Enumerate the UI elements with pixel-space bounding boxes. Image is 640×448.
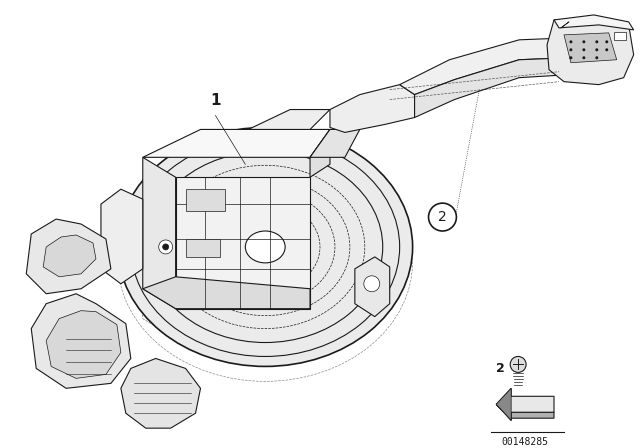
Circle shape: [582, 40, 586, 43]
Polygon shape: [143, 277, 310, 309]
Text: 00148285: 00148285: [502, 437, 548, 447]
Circle shape: [582, 48, 586, 51]
Polygon shape: [330, 85, 415, 133]
Polygon shape: [310, 129, 360, 157]
Polygon shape: [31, 294, 131, 388]
Polygon shape: [101, 189, 143, 284]
Polygon shape: [310, 129, 330, 177]
Polygon shape: [46, 310, 121, 379]
Polygon shape: [143, 157, 175, 309]
Text: 1: 1: [210, 93, 221, 108]
Polygon shape: [175, 177, 310, 309]
Polygon shape: [547, 18, 634, 85]
Circle shape: [605, 40, 608, 43]
Circle shape: [605, 48, 608, 51]
Polygon shape: [496, 388, 554, 420]
Polygon shape: [415, 58, 569, 117]
Circle shape: [163, 244, 169, 250]
Polygon shape: [143, 129, 330, 157]
Polygon shape: [121, 358, 200, 428]
Circle shape: [570, 48, 572, 51]
Circle shape: [595, 48, 598, 51]
Text: 2: 2: [496, 362, 505, 375]
Polygon shape: [496, 404, 554, 420]
Ellipse shape: [118, 127, 413, 366]
Circle shape: [364, 276, 380, 292]
Circle shape: [570, 40, 572, 43]
Text: 2: 2: [438, 210, 447, 224]
Polygon shape: [564, 33, 617, 63]
FancyBboxPatch shape: [186, 239, 220, 257]
Circle shape: [595, 40, 598, 43]
Ellipse shape: [245, 231, 285, 263]
Polygon shape: [26, 219, 111, 294]
Polygon shape: [496, 388, 511, 420]
Bar: [614, 32, 626, 40]
Polygon shape: [248, 109, 330, 129]
Polygon shape: [554, 15, 634, 30]
Polygon shape: [399, 38, 569, 95]
Circle shape: [595, 56, 598, 59]
Circle shape: [510, 357, 526, 372]
Circle shape: [429, 203, 456, 231]
FancyBboxPatch shape: [186, 189, 225, 211]
Circle shape: [570, 56, 572, 59]
Polygon shape: [43, 235, 96, 277]
Circle shape: [159, 240, 173, 254]
Polygon shape: [355, 257, 390, 317]
Circle shape: [582, 56, 586, 59]
